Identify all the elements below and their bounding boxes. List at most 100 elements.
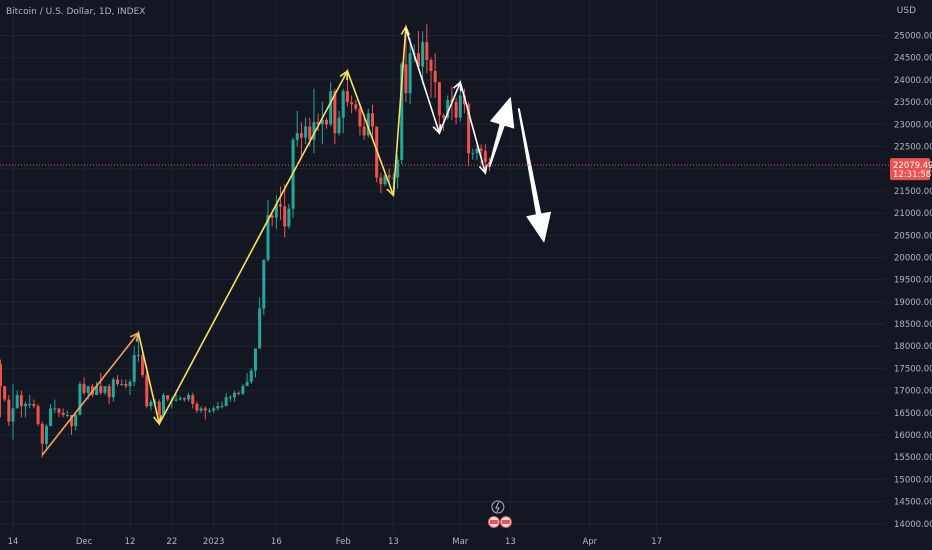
candle-body bbox=[32, 403, 36, 407]
candle-body bbox=[124, 383, 128, 387]
candle-up bbox=[44, 423, 48, 451]
candle-up bbox=[95, 381, 99, 396]
candle-down bbox=[107, 383, 111, 404]
candle-down bbox=[316, 113, 320, 131]
candle-body bbox=[421, 42, 425, 67]
candle-down bbox=[19, 390, 23, 418]
candle-up bbox=[408, 37, 412, 105]
candle-up bbox=[253, 348, 257, 378]
candle-body bbox=[212, 408, 216, 411]
candle-down bbox=[32, 399, 36, 409]
candle-body bbox=[366, 113, 370, 136]
candle-body bbox=[266, 215, 270, 260]
candle-body bbox=[199, 408, 203, 411]
candle-up bbox=[120, 379, 124, 387]
candle-up bbox=[291, 137, 295, 218]
candle-down bbox=[145, 366, 149, 409]
candle-body bbox=[475, 148, 479, 154]
candle-down bbox=[182, 397, 186, 402]
candle-down bbox=[283, 184, 287, 238]
candle-body bbox=[354, 104, 358, 109]
candle-body bbox=[44, 426, 48, 444]
candle-body bbox=[136, 355, 140, 357]
y-tick-label: 21000.00 bbox=[894, 209, 932, 219]
candle-down bbox=[416, 31, 420, 67]
candle-down bbox=[40, 421, 44, 458]
y-tick-label: 15000.00 bbox=[894, 475, 932, 485]
x-tick-label: 13 bbox=[388, 537, 399, 547]
candle-down bbox=[350, 95, 354, 114]
candle-body bbox=[312, 122, 316, 140]
y-tick-label: 19000.00 bbox=[894, 298, 932, 308]
candle-down bbox=[0, 359, 2, 418]
candle-body bbox=[78, 383, 82, 416]
candle-down bbox=[325, 117, 328, 129]
candle-body bbox=[166, 395, 170, 400]
candle-body bbox=[325, 119, 328, 125]
symbol-title: Bitcoin / U.S. Dollar, 1D, INDEX bbox=[6, 7, 146, 17]
trend-line bbox=[158, 70, 349, 425]
candle-body bbox=[295, 133, 299, 140]
candle-body bbox=[157, 401, 161, 416]
countdown-timer: 12:31:58 bbox=[893, 170, 931, 180]
candle-body bbox=[416, 53, 420, 67]
candle-down bbox=[454, 97, 458, 125]
candle-down bbox=[387, 168, 391, 185]
candle-down bbox=[483, 144, 487, 171]
y-tick-label: 17000.00 bbox=[894, 387, 932, 397]
candle-up bbox=[78, 381, 82, 416]
candle-body bbox=[433, 71, 437, 83]
candle-body bbox=[224, 397, 228, 407]
x-tick-label: Mar bbox=[452, 537, 469, 547]
candle-body bbox=[258, 308, 262, 349]
candle-body bbox=[49, 408, 53, 427]
candle-up bbox=[274, 195, 278, 229]
candle-body bbox=[483, 150, 487, 163]
flag-stripe bbox=[489, 520, 498, 524]
candle-body bbox=[15, 395, 19, 409]
white-rise-1-line bbox=[438, 80, 462, 134]
candle-body bbox=[120, 383, 124, 385]
flag-stripe bbox=[501, 520, 510, 524]
candle-body bbox=[270, 215, 274, 218]
candle-body bbox=[249, 370, 253, 382]
candle-up bbox=[11, 383, 15, 440]
candle-body bbox=[446, 99, 450, 118]
candle-up bbox=[207, 408, 211, 413]
y-tick-label: 16500.00 bbox=[894, 409, 932, 419]
candle-up bbox=[320, 102, 324, 145]
y-tick-label: 14000.00 bbox=[894, 520, 932, 530]
candle-up bbox=[258, 297, 262, 349]
candle-up bbox=[49, 403, 53, 427]
trend-line bbox=[346, 70, 395, 196]
candle-body bbox=[391, 177, 395, 179]
trend-line bbox=[438, 81, 462, 134]
candle-body bbox=[262, 259, 266, 309]
candle-body bbox=[429, 59, 433, 72]
candle-down bbox=[362, 117, 366, 140]
candle-up bbox=[241, 383, 245, 396]
candle-body bbox=[141, 355, 145, 376]
candle-body bbox=[241, 386, 245, 394]
event-markers[interactable] bbox=[487, 500, 512, 528]
candle-down bbox=[279, 186, 283, 220]
y-tick-label: 16000.00 bbox=[894, 431, 932, 441]
candle-down bbox=[57, 408, 61, 418]
axes: 25000.00 24500.00 24000.00 23500.00 23000.00… bbox=[0, 32, 932, 547]
x-tick-label: 2023 bbox=[203, 537, 225, 547]
candle-body bbox=[36, 406, 40, 424]
candle-body bbox=[442, 115, 446, 118]
candle-up bbox=[262, 259, 266, 316]
candle-body bbox=[53, 408, 57, 410]
x-tick-label: Apr bbox=[582, 537, 597, 547]
lightning-bolt bbox=[495, 501, 500, 513]
candle-body bbox=[408, 53, 412, 94]
candle-body bbox=[7, 399, 11, 422]
candle-down bbox=[379, 173, 383, 194]
orange-rise-line bbox=[41, 331, 140, 456]
candle-body bbox=[350, 102, 354, 105]
candle-body bbox=[128, 381, 132, 387]
y-tick-label: 25000.00 bbox=[894, 32, 932, 42]
